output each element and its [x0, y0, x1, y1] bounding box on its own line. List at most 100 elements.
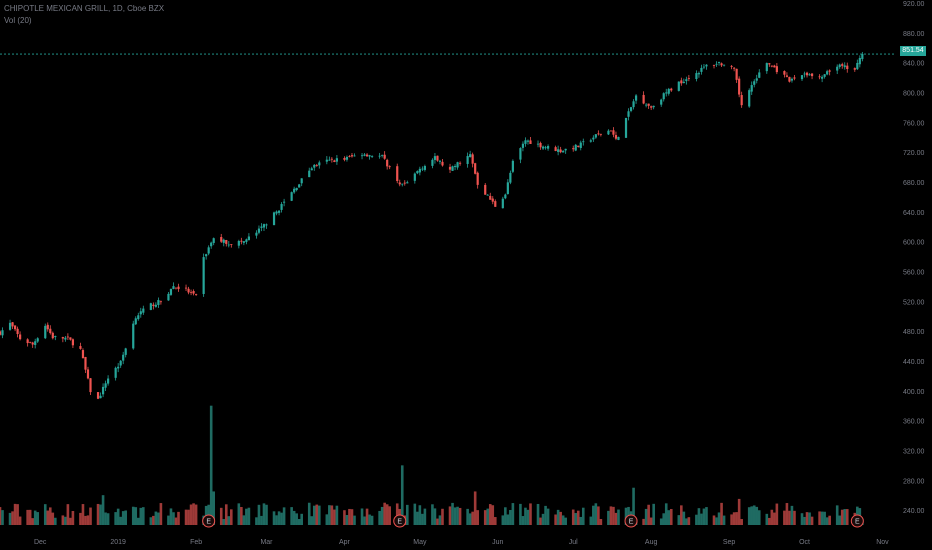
candle-body — [790, 78, 794, 81]
candle-body — [722, 64, 726, 66]
volume-bar — [682, 511, 686, 525]
candle-body — [265, 224, 268, 226]
earnings-marker[interactable]: E — [202, 514, 216, 528]
earnings-marker[interactable]: E — [393, 514, 407, 528]
candle-body — [71, 339, 75, 346]
candle-body — [107, 378, 110, 384]
candle-body — [174, 287, 178, 289]
volume-bar — [768, 517, 771, 525]
volume-bar — [539, 517, 542, 525]
candle-body — [738, 78, 741, 95]
volume-bar — [350, 509, 354, 525]
candle-body — [667, 88, 670, 94]
volume-bar — [546, 508, 550, 525]
volume-bar — [793, 510, 796, 525]
volume-bar — [423, 508, 427, 525]
chart-title: CHIPOTLE MEXICAN GRILL, 1D, Cboe BZX — [4, 4, 165, 13]
volume-bar — [192, 503, 195, 525]
volume-bar — [212, 491, 216, 525]
candle-body — [365, 154, 369, 157]
volume-bar — [370, 515, 374, 525]
volume-bar — [785, 503, 789, 525]
volume-bar — [421, 513, 424, 525]
candle-body — [66, 336, 69, 338]
candle-body — [740, 95, 743, 106]
candle-body — [700, 67, 703, 72]
y-tick-label: 760.00 — [903, 120, 925, 127]
volume-layer — [0, 405, 864, 525]
volume-bar — [343, 510, 346, 525]
volume-bar — [385, 504, 389, 525]
earnings-marker[interactable]: E — [850, 514, 864, 528]
candle-body — [44, 325, 47, 339]
x-tick-label: Dec — [34, 539, 47, 546]
candle-body — [54, 336, 57, 338]
volume-bar — [61, 515, 65, 525]
candle-body — [614, 135, 618, 139]
volume-bar — [388, 506, 391, 525]
candle-body — [142, 308, 145, 313]
volume-bar — [493, 517, 497, 525]
candle-body — [308, 170, 311, 178]
candle-body — [471, 154, 474, 164]
candle-body — [466, 156, 469, 164]
volume-bar — [317, 505, 321, 525]
earnings-marker[interactable]: E — [624, 514, 638, 528]
candle-body — [652, 105, 655, 108]
candle-body — [484, 184, 487, 195]
volume-bar — [448, 506, 452, 525]
candle-body — [245, 239, 248, 242]
candle-body — [363, 154, 366, 156]
volume-bar — [229, 509, 233, 525]
candle-body — [770, 65, 773, 67]
volume-bar — [597, 506, 600, 525]
candle-body — [298, 184, 301, 188]
candle-body — [202, 257, 205, 294]
candle-body — [280, 204, 283, 210]
volume-bar — [290, 507, 293, 525]
candle-body — [720, 63, 723, 66]
volume-bar — [418, 505, 422, 525]
candle-body — [562, 150, 565, 153]
candle-body — [195, 294, 198, 295]
candle-body — [645, 104, 648, 106]
candle-body — [697, 73, 701, 75]
volume-bar — [152, 515, 155, 525]
volume-bar — [828, 515, 831, 525]
volume-bar — [612, 506, 615, 525]
volume-bar — [576, 510, 580, 525]
volume-bar — [124, 510, 128, 525]
candle-body — [650, 106, 653, 108]
candle-body — [441, 161, 444, 166]
volume-bar — [581, 507, 585, 525]
volume-bar — [838, 515, 842, 525]
volume-bar — [511, 503, 515, 525]
volume-bar — [187, 509, 190, 525]
x-tick-label: Feb — [190, 539, 202, 546]
volume-bar — [536, 503, 540, 525]
svg-text:E: E — [629, 519, 634, 526]
volume-bar — [607, 510, 610, 525]
volume-bar — [579, 516, 583, 525]
y-tick-label: 400.00 — [903, 389, 925, 396]
volume-bar — [116, 508, 120, 525]
volume-bar — [89, 507, 92, 525]
candle-body — [122, 354, 125, 361]
candle-body — [712, 65, 716, 66]
y-tick-label: 280.00 — [903, 478, 925, 485]
volume-bar — [96, 503, 100, 525]
volume-bar — [99, 504, 102, 525]
volume-indicator-label[interactable]: Vol (20) — [4, 16, 32, 25]
volume-bar — [519, 503, 522, 525]
candle-body — [293, 188, 296, 193]
candle-body — [436, 155, 439, 161]
svg-text:E: E — [397, 519, 402, 526]
candle-body — [695, 73, 698, 79]
volume-bar — [101, 495, 105, 525]
volume-bar — [441, 508, 444, 525]
x-tick-label: Jul — [569, 539, 578, 546]
candle-body — [448, 166, 452, 170]
candle-body — [157, 300, 160, 306]
